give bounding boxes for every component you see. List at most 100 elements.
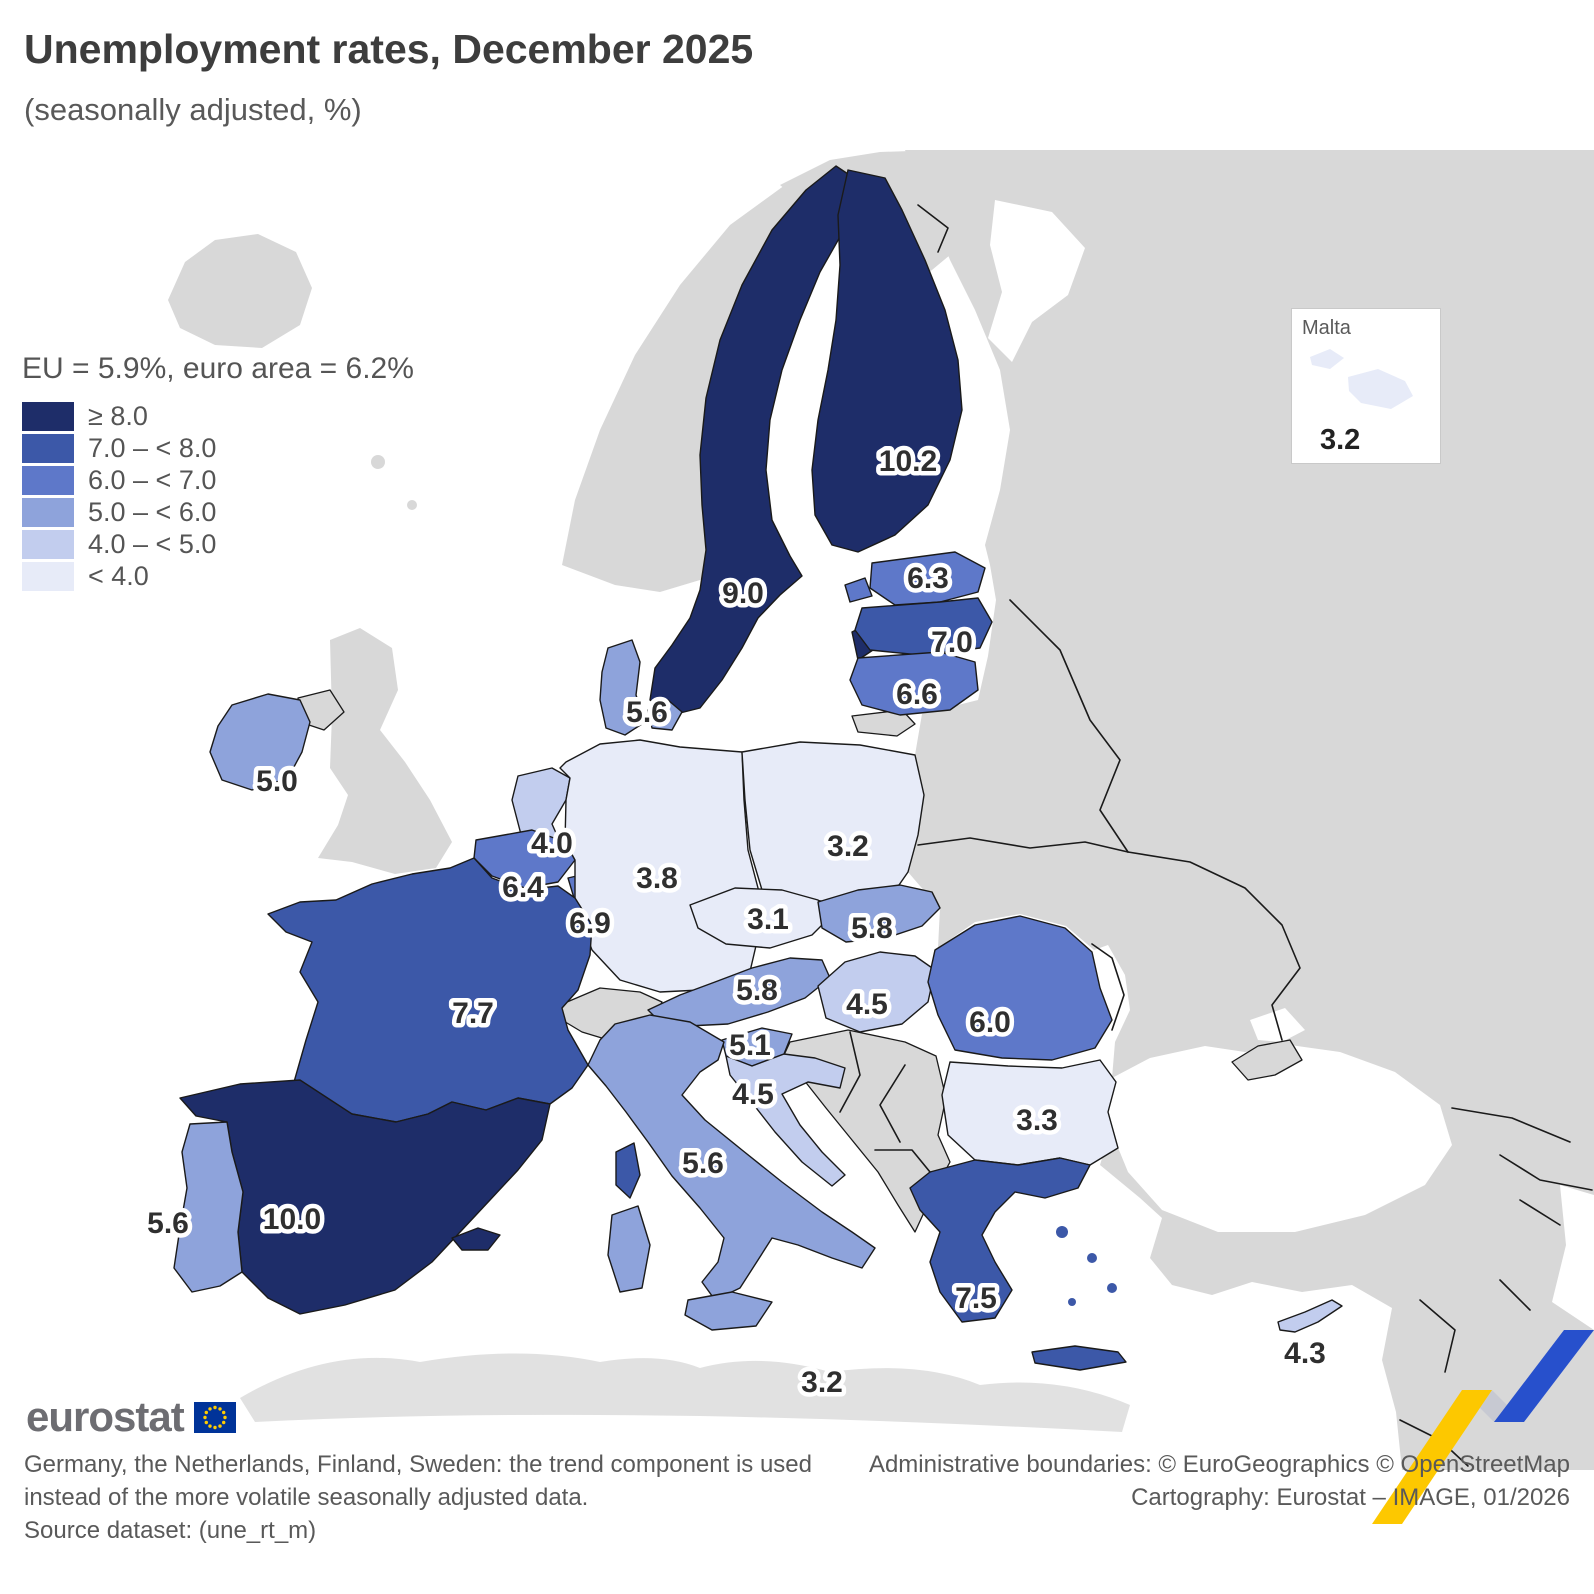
legend-swatch-c4 xyxy=(22,529,74,559)
legend: EU = 5.9%, euro area = 6.2% ≥ 8.0 7.0 – <… xyxy=(22,352,414,592)
country-netherlands xyxy=(511,767,571,847)
eurostat-wordmark: eurostat xyxy=(26,1393,185,1440)
legend-swatch-c5 xyxy=(22,497,74,527)
country-lithuania xyxy=(849,651,979,716)
value-labels: 10.2 9.0 6.3 7.0 6.6 5.6 5.0 4.0 6.4 6.9 3.8 3.2 3.1… xyxy=(143,441,1331,1404)
border-norway-russia xyxy=(917,204,949,253)
value-label-romania: 6.0 xyxy=(969,1006,1011,1039)
value-label-lithuania: 6.6 xyxy=(896,678,938,711)
value-label-portugal: 5.6 xyxy=(147,1207,189,1240)
value-label-luxembourg: 6.9 xyxy=(569,907,611,940)
value-label-netherlands: 4.0 xyxy=(531,827,573,860)
eu-countries xyxy=(173,165,1343,1371)
country-estonia xyxy=(869,551,986,606)
legend-row-c6: 6.0 – < 7.0 xyxy=(22,464,414,496)
aegean-sea xyxy=(1088,1172,1168,1385)
legend-label-c5: 5.0 – < 6.0 xyxy=(88,496,217,527)
value-label-malta: 3.2 xyxy=(801,1366,843,1399)
border-ukraine-russia xyxy=(1127,851,1301,1041)
country-latvia xyxy=(854,597,993,656)
value-label-austria: 5.8 xyxy=(736,974,778,1007)
country-ireland xyxy=(209,693,311,791)
footnote-line-3: Source dataset: (une_rt_m) xyxy=(24,1517,317,1544)
country-united-kingdom xyxy=(318,628,452,874)
border-caucasus-2 xyxy=(1499,1154,1593,1191)
country-denmark xyxy=(599,639,646,736)
shetland-islands xyxy=(407,500,417,510)
value-label-cyprus: 4.3 xyxy=(1284,1337,1326,1370)
caspian-sea xyxy=(1552,1185,1594,1330)
eurostat-logo: eurostat xyxy=(26,1396,236,1438)
value-label-germany: 3.8 xyxy=(636,862,678,895)
value-label-spain: 10.0 xyxy=(263,1203,321,1236)
legend-label-ge8: ≥ 8.0 xyxy=(88,400,148,431)
border-belarus-ukraine xyxy=(917,837,1129,853)
legend-label-c3: < 4.0 xyxy=(88,560,149,591)
island-saaremaa xyxy=(844,577,873,603)
credits: Administrative boundaries: © EuroGeograp… xyxy=(869,1448,1570,1514)
country-finland xyxy=(811,169,963,553)
border-turkey-east-2 xyxy=(1499,1279,1531,1311)
island-zealand xyxy=(647,699,683,731)
malta-inset: Malta 3.2 xyxy=(1291,308,1441,464)
non-eu-borders xyxy=(839,204,1593,1467)
legend-row-c3: < 4.0 xyxy=(22,560,414,592)
ribbon-decoration xyxy=(1372,1330,1594,1524)
country-iceland xyxy=(168,234,312,348)
island-malta xyxy=(1348,369,1413,409)
legend-label-c4: 4.0 – < 5.0 xyxy=(88,528,217,559)
legend-row-c7: 7.0 – < 8.0 xyxy=(22,432,414,464)
border-moldova xyxy=(1091,943,1125,1031)
ribbon-blue xyxy=(1494,1330,1594,1422)
country-greece xyxy=(909,1157,1091,1323)
country-croatia xyxy=(725,1053,846,1187)
value-label-estonia: 6.3 xyxy=(907,562,949,595)
legend-swatch-c3 xyxy=(22,561,74,591)
legend-row-c5: 5.0 – < 6.0 xyxy=(22,496,414,528)
value-label-czechia: 3.1 xyxy=(747,903,789,936)
page-subtitle: (seasonally adjusted, %) xyxy=(24,92,362,127)
legend-swatch-c6 xyxy=(22,465,74,495)
malta-inset-value: 3.2 xyxy=(1320,424,1361,456)
footnote-line-2: instead of the more volatile seasonally … xyxy=(24,1484,589,1511)
country-bulgaria xyxy=(941,1059,1119,1166)
border-balkans-2 xyxy=(879,1064,906,1143)
country-cyprus xyxy=(1277,1299,1343,1333)
credit-line-1: Administrative boundaries: © EuroGeograp… xyxy=(868,1451,1570,1478)
country-poland xyxy=(741,741,925,906)
island-aegean-4 xyxy=(1068,1298,1076,1306)
credit-line-2: Cartography: Eurostat – IMAGE, 01/2026 xyxy=(1131,1484,1570,1511)
value-label-slovakia: 5.8 xyxy=(851,912,893,945)
border-balkans-1 xyxy=(839,1031,861,1113)
eu-flag-icon xyxy=(193,1402,236,1433)
value-label-slovenia: 5.1 xyxy=(729,1029,771,1062)
border-caucasus-1 xyxy=(1451,1107,1571,1143)
value-label-finland: 10.2 xyxy=(879,445,937,478)
island-sicily xyxy=(684,1291,773,1331)
crimea-peninsula xyxy=(1231,1039,1303,1081)
country-romania xyxy=(927,915,1113,1061)
faroe-islands xyxy=(371,455,385,469)
sea-overlays xyxy=(240,200,1594,1432)
legend-row-ge8: ≥ 8.0 xyxy=(22,400,414,432)
footnote-line-1: Germany, the Netherlands, Finland, Swede… xyxy=(24,1451,813,1478)
ribbon-yellow xyxy=(1372,1390,1492,1524)
legend-label-c6: 6.0 – < 7.0 xyxy=(88,464,217,495)
country-italy xyxy=(587,1014,876,1301)
value-label-belgium: 6.4 xyxy=(502,871,544,904)
malta-inset-map xyxy=(1310,349,1413,409)
black-sea xyxy=(1110,1045,1452,1232)
islands-balearic xyxy=(451,1227,501,1251)
north-africa-coast xyxy=(240,1353,1130,1432)
border-caucasus-3 xyxy=(1519,1199,1561,1226)
value-label-hungary: 4.5 xyxy=(846,988,888,1021)
legend-summary: EU = 5.9%, euro area = 6.2% xyxy=(22,352,414,385)
country-slovakia xyxy=(817,884,941,943)
island-aegean-2 xyxy=(1087,1253,1097,1263)
white-sea xyxy=(988,200,1085,362)
malta-inset-title: Malta xyxy=(1302,317,1351,339)
value-label-italy: 5.6 xyxy=(682,1147,724,1180)
border-balkans-3 xyxy=(874,1149,931,1173)
